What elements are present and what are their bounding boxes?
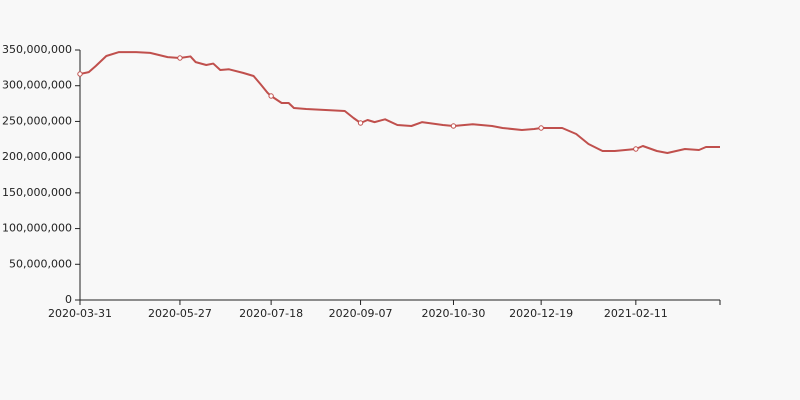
point-marker xyxy=(177,55,183,61)
y-tick-label: 200,000,000 xyxy=(2,150,72,163)
x-tick-label: 2020-03-31 xyxy=(48,307,112,320)
y-tick-label: 50,000,000 xyxy=(9,257,72,270)
point-marker xyxy=(357,120,364,126)
y-tick-label: 250,000,000 xyxy=(2,114,72,127)
point-marker xyxy=(77,71,83,77)
point-marker xyxy=(538,125,544,131)
y-tick-label: 350,000,000 xyxy=(2,43,72,56)
y-tick-label: 150,000,000 xyxy=(2,186,72,199)
x-tick-label: 2020-09-07 xyxy=(329,307,393,320)
point-marker xyxy=(633,146,639,152)
y-tick-label: 300,000,000 xyxy=(2,79,72,92)
x-tick-label: 2020-07-18 xyxy=(239,307,303,320)
x-tick-label: 2020-10-30 xyxy=(422,307,486,320)
point-marker xyxy=(450,123,457,129)
x-tick-label: 2020-12-19 xyxy=(509,307,573,320)
x-tick-label: 2021-02-11 xyxy=(604,307,668,320)
x-tick-label: 2020-05-27 xyxy=(148,307,212,320)
point-marker xyxy=(268,93,274,99)
y-tick-label: 100,000,000 xyxy=(2,222,72,235)
line xyxy=(79,51,720,154)
y-tick-label: 0 xyxy=(65,293,72,306)
